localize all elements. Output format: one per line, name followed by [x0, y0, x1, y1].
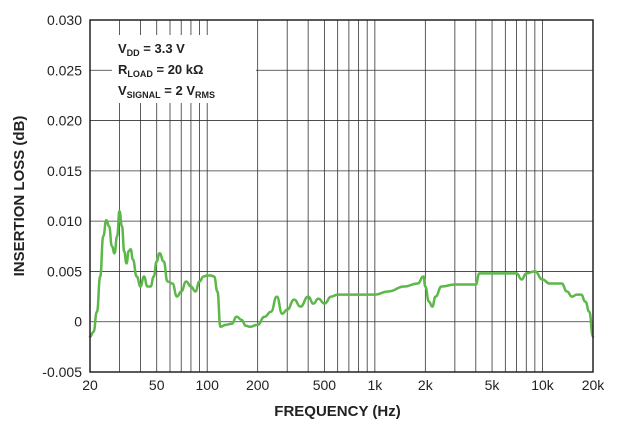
x-tick-label: 200 — [246, 377, 270, 393]
y-tick-label: 0 — [74, 314, 82, 330]
y-tick-label: 0.030 — [47, 12, 82, 28]
x-tick-label: 100 — [196, 377, 220, 393]
x-tick-label: 20 — [82, 377, 98, 393]
annotation-line: VSIGNAL = 2 VRMS — [118, 83, 215, 100]
annotation-value: = 20 kΩ — [153, 62, 204, 77]
annotation-subscript: LOAD — [127, 69, 153, 79]
annotation-symbol: V — [118, 41, 127, 56]
insertion-loss-series-line — [88, 209, 595, 339]
y-tick-label: 0.005 — [47, 263, 82, 279]
annotation-symbol: V — [118, 83, 127, 98]
x-axis-title: FREQUENCY (Hz) — [274, 403, 400, 420]
y-tick-label: 0.010 — [47, 213, 82, 229]
x-tick-label: 500 — [313, 377, 337, 393]
x-tick-label: 5k — [485, 377, 501, 393]
x-tick-label: 1k — [367, 377, 383, 393]
y-tick-label: -0.005 — [42, 364, 82, 380]
y-axis-title: INSERTION LOSS (dB) — [11, 116, 28, 277]
annotation-line: VDD = 3.3 V — [118, 41, 185, 58]
y-axis-tick-labels: 0.030 0.025 0.020 0.015 0.010 0.005 0 -0.005 — [42, 12, 82, 380]
x-tick-label: 10k — [531, 377, 555, 393]
annotation-value: = 3.3 V — [140, 41, 185, 56]
y-tick-label: 0.020 — [47, 113, 82, 129]
x-tick-label: 50 — [149, 377, 165, 393]
annotation-line: RLOAD = 20 kΩ — [118, 62, 203, 79]
x-tick-label: 20k — [582, 377, 606, 393]
annotation-subscript: DD — [127, 48, 140, 58]
annotation-value: = 2 V — [161, 83, 196, 98]
x-axis-tick-labels: 20 50 100 200 500 1k 2k 5k 10k 20k — [82, 377, 605, 393]
annotation-unit-subscript: RMS — [195, 90, 215, 100]
x-tick-label: 2k — [418, 377, 434, 393]
plot-frame — [89, 19, 594, 373]
annotation-subscript: SIGNAL — [127, 90, 162, 100]
y-tick-label: 0.015 — [47, 163, 82, 179]
y-tick-label: 0.025 — [47, 62, 82, 78]
annotation-symbol: R — [118, 62, 128, 77]
annotation-background — [112, 35, 256, 103]
